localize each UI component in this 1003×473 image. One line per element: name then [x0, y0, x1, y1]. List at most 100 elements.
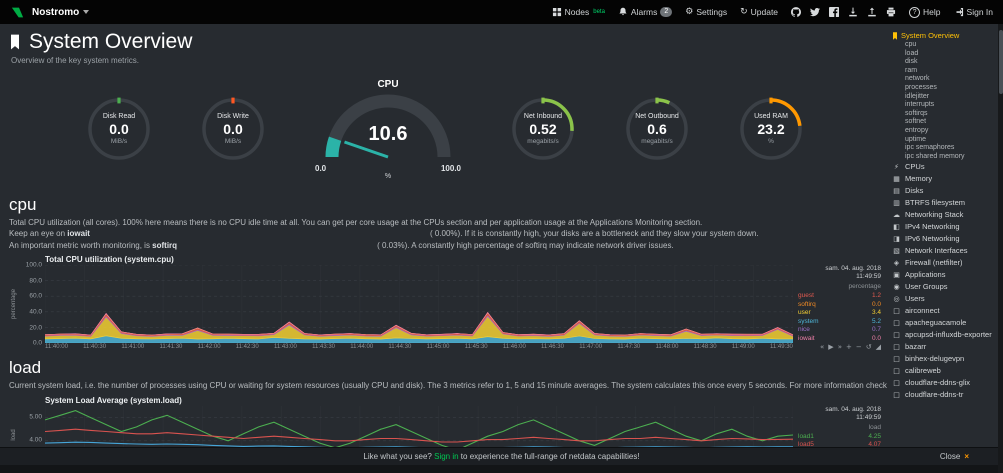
legend-value: 4.25 — [868, 432, 881, 440]
container-icon: □ — [893, 367, 900, 376]
legend-row-guest[interactable]: guest 1.2 — [798, 292, 881, 300]
sidebar-item-disks[interactable]: ▤ Disks — [892, 185, 996, 197]
cpu-chart-toolbar: «▶» + − ↺ ◢ — [798, 343, 881, 351]
sidebar-item-firewall-netfilter-[interactable]: ◈ Firewall (netfilter) — [892, 257, 996, 269]
topbar-icon-buttons — [791, 7, 896, 17]
xtick-label: 11:47:30 — [617, 344, 641, 351]
twitter-icon[interactable] — [810, 7, 821, 17]
cpu-chart-yaxis: 0.0 20.0 40.0 60.0 80.0 100.0 — [19, 262, 45, 347]
legend-row-system[interactable]: system 5.2 — [798, 318, 881, 326]
bottom-strip — [0, 465, 1003, 473]
xtick-label: 11:41:00 — [121, 344, 145, 351]
sidebar-item-bazarr[interactable]: □ bazarr — [892, 341, 996, 353]
sidebar-item-entropy[interactable]: entropy — [905, 126, 929, 134]
sidebar-item-calibreweb[interactable]: □ calibreweb — [892, 365, 996, 377]
legend-value: 0.0 — [871, 334, 881, 342]
sidebar-item-load[interactable]: load — [905, 49, 919, 57]
gauge-cpu[interactable]: CPU 10.6 0.0 100.0% — [313, 79, 463, 180]
ytick-label: 0.0 — [32, 339, 42, 347]
xtick-label: 11:42:30 — [235, 344, 259, 351]
sidebar-item-uptime[interactable]: uptime — [905, 135, 927, 143]
cpu-description-1: Total CPU utilization (all cores). 100% … — [9, 218, 703, 227]
sidebar-item-user-groups[interactable]: ◉ User Groups — [892, 281, 996, 293]
netdata-logo[interactable] — [10, 5, 25, 20]
print-icon[interactable] — [886, 7, 896, 17]
zoom-in-icon[interactable]: + — [845, 343, 852, 352]
pan-backward-icon[interactable]: « — [820, 343, 825, 352]
gauge-title: Net Inbound — [523, 113, 563, 120]
reset-zoom-icon[interactable]: ↺ — [865, 343, 872, 352]
series-guest — [45, 312, 793, 337]
nodes-button[interactable]: Nodes beta — [552, 7, 605, 17]
nodes-icon — [552, 7, 561, 17]
help-button[interactable]: ? Help — [909, 6, 941, 18]
legend-row-iowait[interactable]: iowait 0.0 — [798, 335, 881, 343]
gauge-title: Disk Read — [102, 113, 136, 120]
sidebar-item-processes[interactable]: processes — [905, 83, 937, 91]
sidebar-item-system-overview[interactable]: System Overview — [892, 30, 996, 41]
scrollbar-thumb[interactable] — [998, 30, 1003, 94]
sidebar-item-apcupsd-influxdb-exporter[interactable]: □ apcupsd-influxdb-exporter — [892, 329, 996, 341]
legend-row-nice[interactable]: nice 0.7 — [798, 326, 881, 334]
pan-forward-icon[interactable]: » — [837, 343, 842, 352]
xtick-label: 11:49:30 — [769, 344, 793, 351]
gauge-disk-read[interactable]: Disk Read 0.0 MiB/s — [85, 95, 153, 163]
legend-row-load5[interactable]: load5 4.07 — [798, 441, 881, 449]
download-icon[interactable] — [848, 7, 858, 17]
sidebar-item-airconnect[interactable]: □ airconnect — [892, 305, 996, 317]
sidebar-item-ipc-semaphores[interactable]: ipc semaphores — [905, 144, 955, 152]
sidebar-item-ipc-shared-memory[interactable]: ipc shared memory — [905, 152, 965, 160]
signin-button[interactable]: Sign In — [954, 7, 993, 17]
legend-row-softirq[interactable]: softirq 0.0 — [798, 301, 881, 309]
github-icon[interactable] — [791, 7, 802, 17]
sidebar-item-network[interactable]: network — [905, 75, 930, 83]
gauges-row: Disk Read 0.0 MiB/s Disk Write 0.0 MiB/s CPU 10… — [9, 71, 881, 187]
banner-close-button[interactable]: Close × — [939, 452, 969, 461]
sidebar-item-apacheguacamole[interactable]: □ apacheguacamole — [892, 317, 996, 329]
sidebar-item-idlejitter[interactable]: idlejitter — [905, 92, 930, 100]
sidebar-item-ipv4-networking[interactable]: ◧ IPv4 Networking — [892, 221, 996, 233]
cpu-section-heading[interactable]: cpu — [9, 195, 37, 214]
hostname-dropdown[interactable]: Nostromo — [32, 7, 90, 18]
sidebar-item-btrfs-filesystem[interactable]: ▥ BTRFS filesystem — [892, 197, 996, 209]
facebook-icon[interactable] — [829, 7, 840, 17]
sidebar-item-softnet[interactable]: softnet — [905, 118, 927, 126]
gauge-disk-write[interactable]: Disk Write 0.0 MiB/s — [199, 95, 267, 163]
sidebar-item-cloudflare-ddns-glix[interactable]: □ cloudflare-ddns-glix — [892, 377, 996, 389]
zoom-out-icon[interactable]: − — [855, 343, 862, 352]
sidebar-item-cpus[interactable]: ⚡ CPUs — [892, 161, 996, 173]
sidebar-item-label: bazarr — [905, 342, 927, 352]
sidebar-item-network-interfaces[interactable]: ▧ Network Interfaces — [892, 245, 996, 257]
sidebar-item-interrupts[interactable]: interrupts — [905, 101, 935, 109]
alarms-button[interactable]: Alarms 2 — [618, 7, 673, 17]
gauge-net-out[interactable]: Net Outbound 0.6 megabits/s — [623, 95, 691, 163]
sidebar-item-cpu[interactable]: cpu — [905, 41, 917, 48]
sidebar-item-cloudflare-ddns-tr[interactable]: □ cloudflare-ddns-tr — [892, 389, 996, 401]
ytick-label: 60.0 — [29, 292, 42, 300]
gauge-ram[interactable]: Used RAM 23.2% — [737, 95, 805, 163]
cpu-chart-plot[interactable] — [45, 265, 793, 344]
sidebar-item-networking-stack[interactable]: ☁ Networking Stack — [892, 209, 996, 221]
load-section-heading[interactable]: load — [9, 358, 42, 378]
play-icon[interactable]: ▶ — [828, 343, 834, 352]
legend-name: guest — [798, 292, 814, 300]
settings-button[interactable]: ⚙ Settings — [685, 7, 728, 17]
update-button[interactable]: ↻ Update — [740, 7, 779, 17]
sidebar-item-ipv6-networking[interactable]: ◨ IPv6 Networking — [892, 233, 996, 245]
upload-icon[interactable] — [867, 7, 877, 17]
cpu-description-softirq: An important metric worth monitoring, is… — [9, 240, 674, 250]
resize-icon[interactable]: ◢ — [875, 343, 881, 352]
cpu-chart-xaxis: 11:40:00 11:40:30 11:41:00 11:41:30 11:42:00… — [45, 344, 793, 350]
sidebar-item-applications[interactable]: ▣ Applications — [892, 269, 996, 281]
sidebar-item-ram[interactable]: ram — [905, 66, 918, 74]
sidebar-item-memory[interactable]: ▦ Memory — [892, 173, 996, 185]
sidebar-item-softirqs[interactable]: softirqs — [905, 109, 928, 117]
sidebar-item-binhex-delugevpn[interactable]: □ binhex-delugevpn — [892, 353, 996, 365]
ytick-label: 40.0 — [29, 308, 42, 316]
sidebar-item-users[interactable]: ◎ Users — [892, 293, 996, 305]
banner-signin-link[interactable]: Sign in — [434, 452, 459, 461]
sidebar-item-disk[interactable]: disk — [905, 58, 918, 66]
gauge-net-in[interactable]: Net Inbound 0.52 megabits/s — [509, 95, 577, 163]
legend-row-load1[interactable]: load1 4.25 — [798, 433, 881, 441]
legend-row-user[interactable]: user 3.4 — [798, 309, 881, 317]
